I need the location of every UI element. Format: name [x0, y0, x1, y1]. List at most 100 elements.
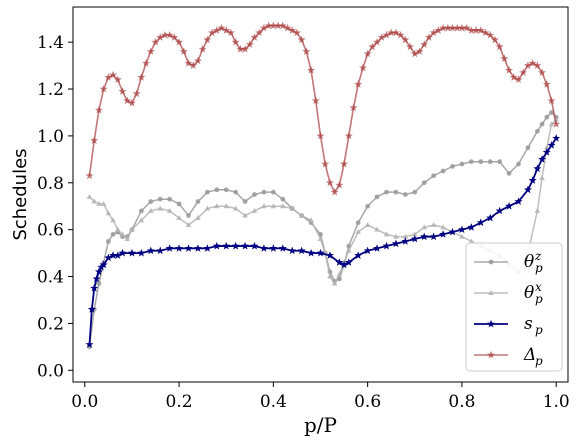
- data-point: [94, 267, 103, 276]
- legend-item: Δp: [474, 345, 543, 368]
- legend-swatch-marker: [487, 319, 495, 328]
- data-point: [374, 194, 380, 200]
- data-point: [373, 244, 382, 252]
- data-point: [278, 244, 287, 252]
- data-point: [457, 23, 466, 32]
- data-point: [478, 159, 484, 165]
- data-point: [100, 200, 107, 206]
- data-point: [261, 203, 267, 209]
- data-point: [127, 248, 136, 257]
- data-point: [233, 189, 239, 195]
- data-point: [358, 63, 367, 72]
- data-point: [548, 121, 555, 127]
- legend-item: θz p: [474, 249, 543, 275]
- data-point: [486, 213, 495, 222]
- data-point: [468, 159, 474, 165]
- data-point: [365, 203, 371, 209]
- data-point: [269, 244, 278, 252]
- data-point: [355, 229, 362, 234]
- data-point: [245, 40, 254, 48]
- data-point: [110, 217, 116, 223]
- data-point: [297, 246, 306, 255]
- y-tick-label: 0.6: [37, 221, 64, 241]
- data-point: [251, 207, 258, 213]
- legend-label-sub: p: [535, 261, 543, 275]
- data-point: [236, 44, 245, 53]
- data-point: [280, 196, 286, 202]
- data-point: [506, 171, 512, 176]
- data-point: [450, 163, 455, 169]
- data-point: [420, 40, 429, 48]
- data-point: [490, 35, 499, 44]
- data-point: [440, 224, 446, 230]
- data-point: [439, 230, 448, 238]
- data-point: [549, 110, 554, 115]
- axes-frame: [72, 6, 569, 383]
- x-tick-label: 0.8: [448, 392, 475, 412]
- data-point: [132, 89, 141, 98]
- axis-ticks: 0.0 0.2 0.4 0.6 0.8 1.0 0.0 0.2 0.4 0.6 0.8 1.0 1.2 1…: [37, 33, 570, 412]
- data-point: [292, 28, 301, 37]
- data-point: [242, 199, 248, 204]
- data-point: [138, 208, 144, 214]
- data-point: [355, 220, 361, 226]
- data-point: [434, 26, 443, 34]
- data-point: [344, 258, 353, 266]
- data-point: [505, 66, 514, 74]
- data-point: [222, 241, 231, 250]
- data-point: [214, 187, 220, 193]
- data-point: [148, 199, 154, 204]
- data-point: [94, 105, 103, 114]
- data-point: [525, 145, 531, 151]
- data-point: [198, 44, 207, 53]
- data-point: [213, 203, 220, 209]
- data-point: [421, 224, 428, 230]
- data-point: [467, 223, 476, 231]
- data-point: [495, 42, 504, 51]
- data-point: [487, 159, 493, 165]
- data-point: [91, 198, 98, 204]
- data-point: [189, 61, 198, 69]
- data-point: [439, 23, 448, 32]
- data-point: [255, 28, 264, 37]
- data-point: [147, 207, 154, 213]
- legend-swatch-marker: [487, 350, 495, 359]
- data-point: [317, 236, 324, 242]
- data-point: [523, 185, 532, 194]
- data-point: [327, 273, 333, 279]
- data-point: [396, 30, 405, 39]
- data-point: [241, 44, 250, 53]
- data-point: [308, 217, 314, 223]
- data-point: [274, 21, 283, 30]
- data-point: [544, 114, 550, 120]
- series-2: [85, 134, 561, 348]
- y-axis-label: Schedules: [10, 148, 31, 240]
- data-point: [321, 159, 330, 168]
- data-point: [250, 241, 259, 250]
- data-point: [500, 54, 509, 62]
- data-point: [231, 241, 240, 250]
- legend-label: θz p: [524, 249, 543, 275]
- data-point: [384, 189, 389, 195]
- data-point: [401, 237, 410, 245]
- data-point: [156, 246, 165, 255]
- data-point: [514, 75, 523, 84]
- data-point: [552, 119, 561, 128]
- data-point: [393, 189, 399, 195]
- data-point: [363, 49, 372, 58]
- y-tick-label: 1.2: [37, 80, 64, 100]
- data-point: [547, 141, 556, 149]
- data-point: [127, 98, 136, 107]
- data-point: [349, 103, 358, 112]
- data-point: [204, 189, 210, 195]
- data-point: [212, 26, 221, 34]
- data-point: [402, 233, 409, 239]
- data-point: [533, 61, 542, 69]
- data-point: [113, 251, 122, 259]
- data-point: [109, 251, 118, 259]
- data-point: [467, 26, 476, 34]
- data-point: [431, 173, 437, 179]
- x-tick-label: 0.0: [71, 392, 98, 412]
